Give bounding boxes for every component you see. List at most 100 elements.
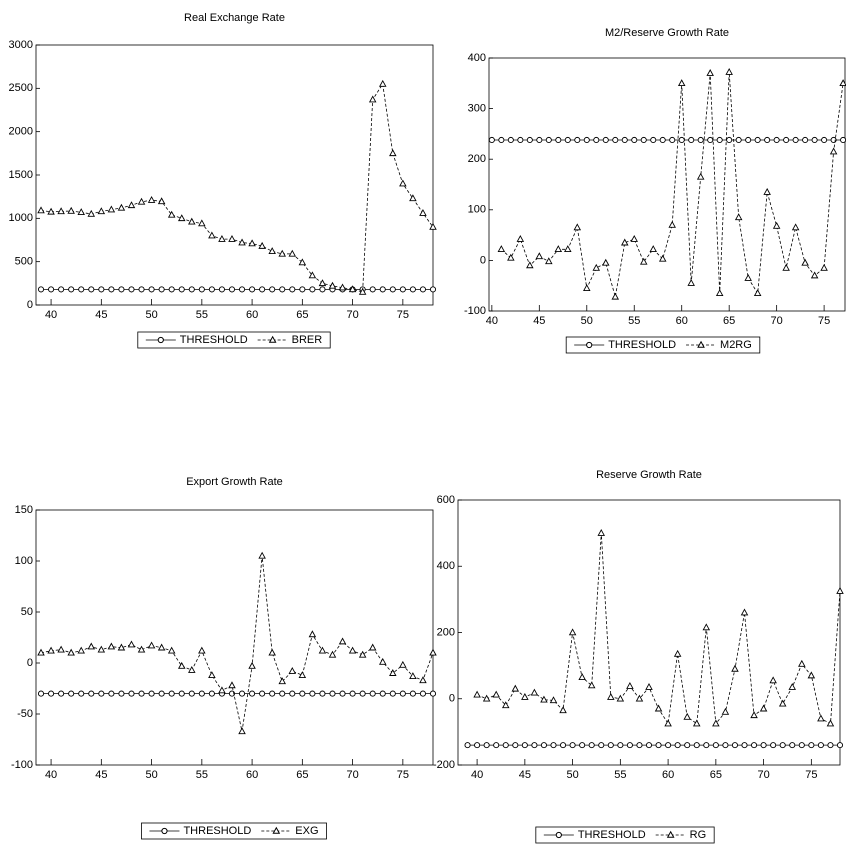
point-marker <box>47 207 55 215</box>
point-marker <box>464 742 471 749</box>
point-marker <box>198 219 206 227</box>
point-marker <box>602 258 610 266</box>
point-marker <box>118 690 125 697</box>
point-marker <box>308 630 317 638</box>
point-marker <box>238 690 246 697</box>
point-marker <box>808 742 815 749</box>
point-marker <box>587 681 596 689</box>
point-marker <box>564 136 571 144</box>
x-tick-label: 75 <box>818 315 830 327</box>
point-marker <box>178 690 185 697</box>
point-marker <box>611 292 620 300</box>
chart-panel: Reserve Growth Rate -200 0 200 400 600 40 45 50 5… <box>433 469 844 844</box>
x-tick-label: 50 <box>145 769 157 781</box>
x-tick-label: 55 <box>196 309 208 321</box>
point-marker <box>593 136 600 144</box>
chart-title: Real Exchange Rate <box>184 12 285 24</box>
point-marker <box>507 253 515 261</box>
x-tick-label: 45 <box>95 769 107 781</box>
point-marker <box>419 690 426 697</box>
point-marker <box>258 551 266 559</box>
point-marker <box>473 690 481 698</box>
point-marker <box>731 664 739 672</box>
point-marker <box>127 201 136 209</box>
point-marker <box>697 136 704 144</box>
point-marker <box>753 289 762 297</box>
point-marker <box>378 657 387 665</box>
point-marker <box>745 136 752 144</box>
point-marker <box>840 136 846 144</box>
point-marker <box>419 208 427 216</box>
point-marker <box>117 203 126 211</box>
plot-frame <box>488 57 846 312</box>
legend-marker <box>157 336 164 344</box>
point-marker <box>138 286 145 293</box>
point-marker <box>158 690 165 697</box>
point-marker <box>588 742 595 749</box>
point-marker <box>87 209 96 217</box>
chart-panel: Real Exchange Rate 0 500 1000 1500 2000 2500 30… <box>9 12 437 349</box>
point-marker <box>801 258 809 266</box>
point-marker <box>770 742 777 749</box>
point-marker <box>722 742 729 749</box>
point-marker <box>645 742 653 749</box>
point-marker <box>249 690 256 697</box>
x-tick-label: 70 <box>346 769 358 781</box>
point-marker <box>168 286 175 293</box>
point-marker <box>798 742 805 749</box>
y-tick-label: -100 <box>464 305 486 317</box>
point-marker <box>147 641 156 649</box>
point-marker <box>759 704 768 712</box>
legend-label: EXG <box>295 825 318 837</box>
point-marker <box>47 646 55 654</box>
point-marker <box>744 273 752 281</box>
point-marker <box>664 719 672 727</box>
point-marker <box>683 712 691 720</box>
point-marker <box>108 286 115 293</box>
point-marker <box>288 249 297 257</box>
series-line <box>40 82 434 293</box>
x-tick-label: 60 <box>246 309 258 321</box>
point-marker <box>665 742 672 749</box>
point-marker <box>368 95 377 103</box>
point-marker <box>521 742 528 749</box>
point-marker <box>107 642 116 650</box>
point-marker <box>37 648 45 656</box>
point-marker <box>409 690 416 697</box>
point-marker <box>399 286 406 293</box>
point-marker <box>731 742 739 749</box>
point-marker <box>198 286 205 293</box>
y-tick-label: -200 <box>433 759 455 771</box>
point-marker <box>78 286 85 293</box>
chart-panel: Export Growth Rate -100 -50 0 50 100 150 40 45 50… <box>11 476 437 840</box>
point-marker <box>167 210 176 218</box>
y-tick-label: 200 <box>437 626 455 638</box>
point-marker <box>715 289 724 297</box>
point-marker <box>569 742 576 749</box>
point-marker <box>712 742 719 749</box>
x-tick-label: 45 <box>533 315 545 327</box>
point-marker <box>545 136 552 144</box>
point-marker <box>501 701 510 709</box>
x-tick-label: 60 <box>246 769 258 781</box>
point-marker <box>483 742 490 749</box>
y-tick-label: 0 <box>27 299 33 311</box>
point-marker <box>621 136 628 144</box>
point-marker <box>492 690 500 698</box>
point-marker <box>488 136 495 144</box>
point-marker <box>218 286 225 293</box>
point-marker <box>279 690 286 697</box>
point-marker <box>630 235 639 242</box>
legend-marker <box>272 826 281 834</box>
point-marker <box>810 271 819 279</box>
point-marker <box>208 231 216 239</box>
point-marker <box>358 650 367 658</box>
point-marker <box>559 706 567 714</box>
point-marker <box>118 286 125 293</box>
point-marker <box>763 187 771 195</box>
point-marker <box>511 684 520 692</box>
x-tick-label: 50 <box>145 309 157 321</box>
legend-label: M2RG <box>720 339 752 351</box>
series-line <box>501 72 844 297</box>
